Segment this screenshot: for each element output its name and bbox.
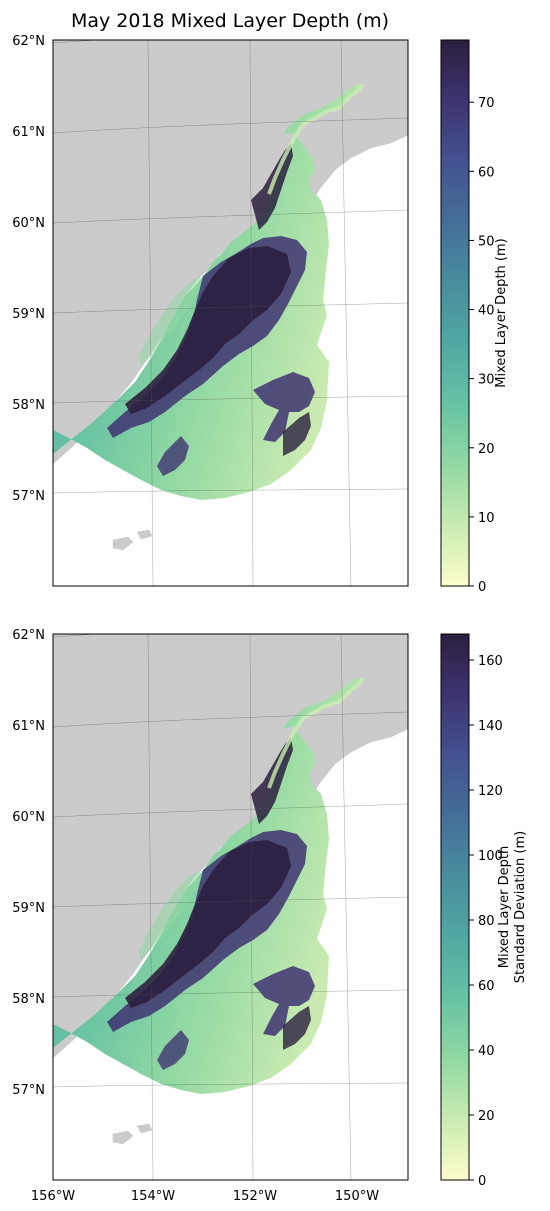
map-panel-mld: 62°N 61°N 60°N 59°N 58°N 57°N 0 10 20 30 40 50 60 70 M… — [12, 34, 509, 595]
colorbar-tick-label: 50 — [478, 234, 495, 249]
colorbar-tick-label: 10 — [478, 511, 495, 526]
colorbar-tick-label: 160 — [478, 654, 503, 669]
lat-label: 59°N — [12, 307, 45, 322]
map-frame — [52, 633, 409, 1181]
lat-label: 57°N — [12, 489, 45, 504]
colorbar-label: Mixed Layer DepthStandard Deviation (m) — [497, 831, 528, 983]
map-panel-mld-std: 62°N 61°N 60°N 59°N 58°N 57°N 156°W 154°W 152°W 1… — [12, 628, 528, 1204]
lat-label: 57°N — [12, 1083, 45, 1098]
mixed-layer-depth-field — [53, 82, 365, 500]
colorbar-tick-label: 60 — [478, 165, 495, 180]
lat-label: 61°N — [12, 719, 45, 734]
lat-label: 61°N — [12, 125, 45, 140]
colorbar-gradient — [440, 633, 470, 1181]
colorbar-tick-label: 20 — [478, 1109, 495, 1124]
figure-title: May 2018 Mixed Layer Depth (m) — [71, 10, 389, 32]
lat-label: 60°N — [12, 216, 45, 231]
mixed-layer-depth-field — [53, 676, 365, 1094]
lon-label: 150°W — [335, 1189, 379, 1204]
lon-label: 156°W — [31, 1189, 75, 1204]
colorbar-mld-std: 0 20 40 60 80 100 120 140 160 Mixed Layer DepthSt… — [440, 633, 528, 1189]
colorbar-tick-label: 0 — [478, 580, 486, 595]
colorbar-gradient — [440, 39, 470, 587]
lat-label: 58°N — [12, 398, 45, 413]
map-panels: 62°N 61°N 60°N 59°N 58°N 57°N 0 10 20 30 40 50 60 70 M… — [12, 34, 528, 1204]
colorbar-tick-label: 30 — [478, 373, 495, 388]
colorbar-tick-label: 70 — [478, 96, 495, 111]
colorbar-label: Mixed Layer Depth (m) — [494, 238, 509, 387]
lat-label: 58°N — [12, 992, 45, 1007]
colorbar-tick-label: 120 — [478, 784, 503, 799]
colorbar-tick-label: 140 — [478, 719, 503, 734]
colorbar-tick-label: 80 — [478, 914, 495, 929]
lat-label: 62°N — [12, 34, 45, 49]
lon-label: 152°W — [233, 1189, 277, 1204]
lat-label: 59°N — [12, 901, 45, 916]
colorbar-tick-label: 40 — [478, 1044, 495, 1059]
colorbar-tick-label: 100 — [478, 849, 503, 864]
map-frame — [52, 39, 409, 587]
colorbar-mld: 0 10 20 30 40 50 60 70 Mixed Layer Depth (m) — [440, 39, 509, 595]
colorbar-tick-label: 60 — [478, 979, 495, 994]
colorbar-tick-label: 0 — [478, 1174, 486, 1189]
colorbar-tick-label: 20 — [478, 442, 495, 457]
lon-label: 154°W — [131, 1189, 175, 1204]
lat-label: 60°N — [12, 810, 45, 825]
lat-label: 62°N — [12, 628, 45, 643]
colorbar-tick-label: 40 — [478, 304, 495, 319]
